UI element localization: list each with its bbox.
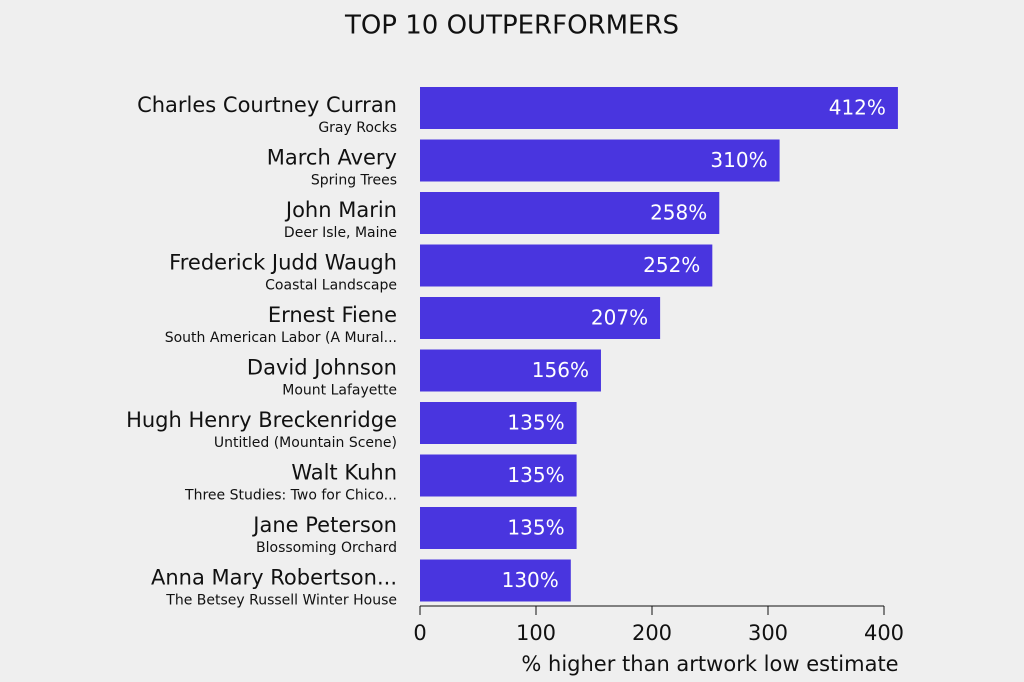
category-label: Jane Peterson	[251, 513, 397, 537]
bar	[420, 349, 601, 392]
value-label: 135%	[507, 463, 564, 487]
category-subtitle: Coastal Landscape	[265, 278, 397, 294]
x-tick-label: 300	[748, 621, 788, 645]
bar	[420, 244, 713, 287]
category-subtitle: South American Labor (A Mural...	[165, 330, 397, 346]
category-subtitle: Gray Rocks	[318, 120, 397, 136]
value-label: 135%	[507, 411, 564, 435]
x-tick-label: 100	[516, 621, 556, 645]
category-label: Frederick Judd Waugh	[169, 251, 397, 275]
category-label: Hugh Henry Breckenridge	[126, 408, 397, 432]
x-tick-label: 400	[864, 621, 904, 645]
category-label: Ernest Fiene	[268, 303, 397, 327]
bar	[420, 297, 661, 339]
bar	[420, 192, 720, 234]
bar	[420, 559, 571, 602]
bar	[420, 454, 577, 497]
value-label: 252%	[643, 253, 700, 277]
category-subtitle: Three Studies: Two for Chico...	[184, 488, 397, 504]
category-label: Walt Kuhn	[291, 461, 397, 485]
value-label: 135%	[507, 516, 564, 540]
category-subtitle: The Betsey Russell Winter House	[165, 593, 397, 609]
category-label: Anna Mary Robertson...	[151, 566, 397, 590]
category-subtitle: Spring Trees	[311, 173, 397, 189]
bar	[420, 507, 577, 549]
chart-title: TOP 10 OUTPERFORMERS	[344, 11, 679, 41]
value-label: 310%	[710, 148, 767, 172]
category-subtitle: Untitled (Mountain Scene)	[214, 435, 397, 451]
category-subtitle: Mount Lafayette	[282, 383, 397, 399]
category-label: March Avery	[267, 146, 397, 170]
bar	[420, 139, 780, 182]
x-axis-label: % higher than artwork low estimate	[521, 652, 898, 676]
value-label: 258%	[650, 201, 707, 225]
category-label: David Johnson	[247, 356, 397, 380]
category-subtitle: Deer Isle, Maine	[284, 225, 397, 241]
bar	[420, 402, 577, 444]
category-subtitle: Blossoming Orchard	[256, 540, 397, 556]
value-label: 412%	[829, 96, 886, 120]
value-label: 156%	[532, 358, 589, 382]
bar	[420, 87, 898, 129]
category-label: Charles Courtney Curran	[137, 93, 397, 117]
x-tick-label: 0	[413, 621, 426, 645]
category-label: John Marin	[284, 198, 397, 222]
value-label: 130%	[502, 568, 559, 592]
x-tick-label: 200	[632, 621, 672, 645]
value-label: 207%	[591, 306, 648, 330]
